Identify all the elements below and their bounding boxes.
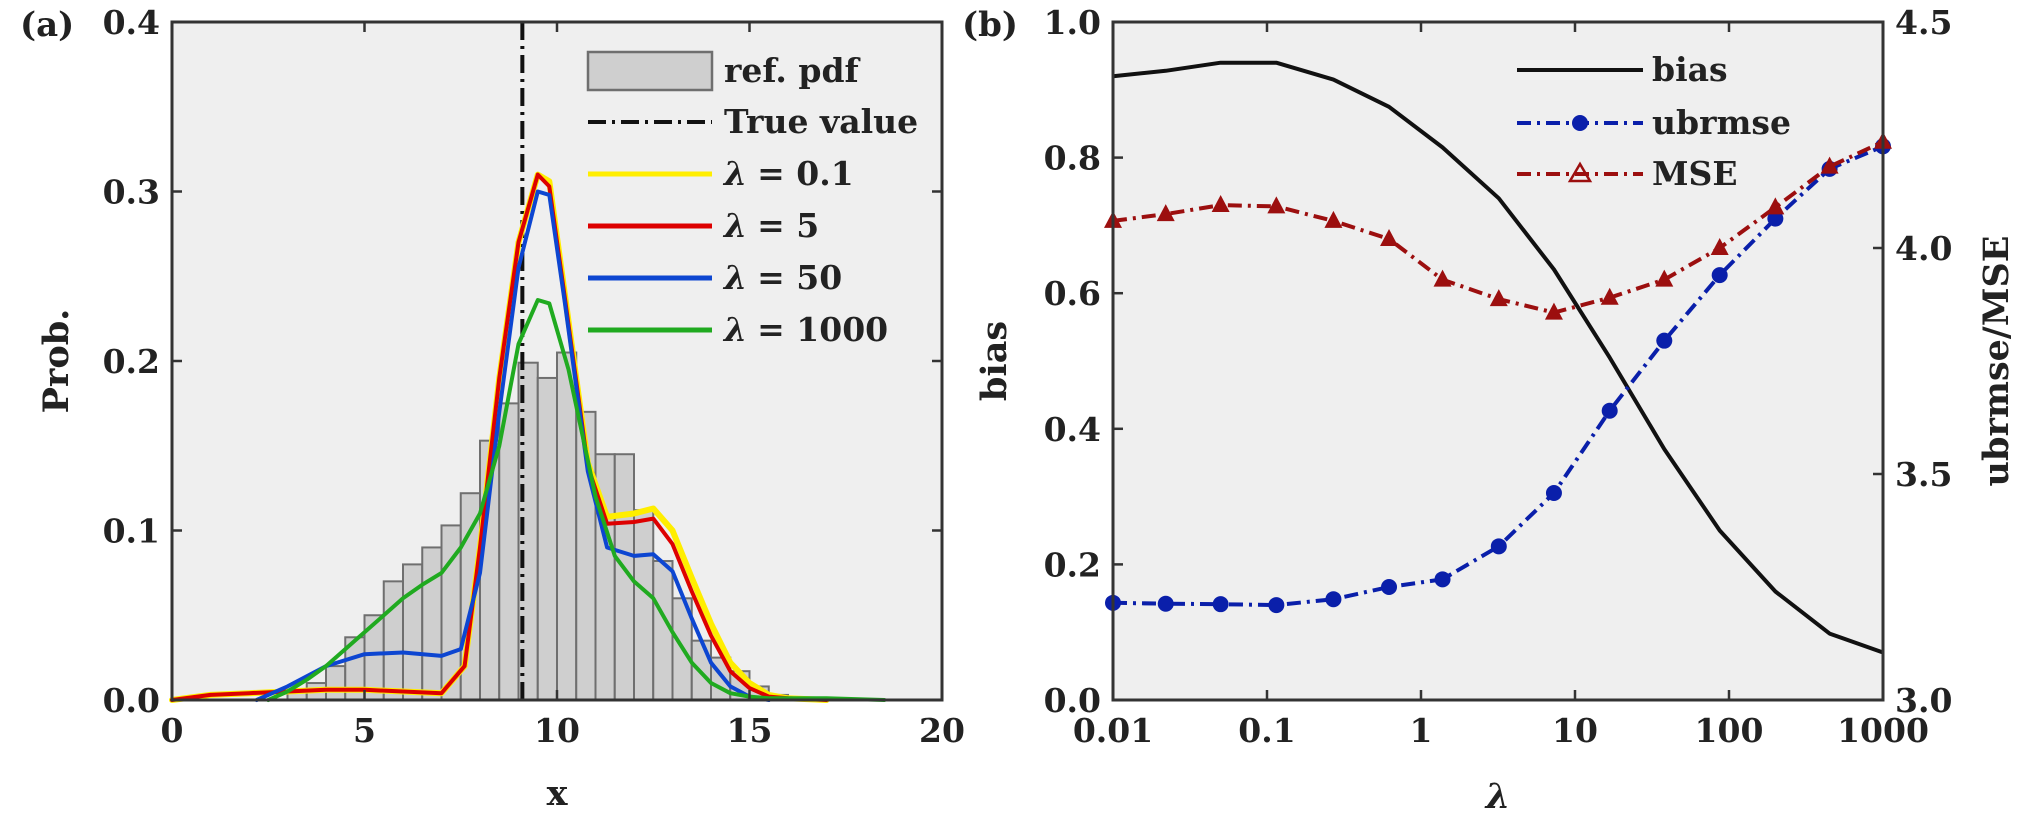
legend-label-ref-pdf: ref. pdf bbox=[724, 51, 861, 90]
marker-mse bbox=[1211, 195, 1230, 213]
legend-label-lambda-5: λ = 5 bbox=[722, 206, 819, 245]
panel-b-ylabel-left: bias bbox=[974, 321, 1015, 401]
marker-ubrmse bbox=[1601, 402, 1618, 419]
marker-ubrmse bbox=[1490, 538, 1507, 555]
y-tick-label: 0.2 bbox=[103, 342, 160, 381]
x-tick-label: 10 bbox=[1552, 711, 1598, 750]
marker-mse bbox=[1710, 238, 1729, 255]
panel-b-ylabel-right: ubrmse/MSE bbox=[1976, 236, 2017, 487]
panel-a-ticks: 0 5 10 15 20 0.0 0.1 0.2 0.3 0.4 bbox=[103, 3, 965, 750]
histogram-bar bbox=[556, 351, 578, 701]
marker-mse bbox=[1156, 204, 1175, 222]
marker-mse bbox=[1544, 302, 1563, 320]
y-left-tick-label: 0.4 bbox=[1044, 410, 1101, 449]
x-tick-label: 100 bbox=[1695, 711, 1764, 750]
legend-label-ubrmse: ubrmse bbox=[1652, 103, 1791, 142]
marker-ubrmse bbox=[1767, 210, 1784, 227]
legend-marker-ubrmse bbox=[1572, 115, 1588, 131]
series-line-5 bbox=[170, 172, 829, 702]
histogram-bar bbox=[325, 665, 347, 701]
y-left-tick-label: 0.6 bbox=[1044, 274, 1101, 313]
panel-a-label: (a) bbox=[20, 5, 74, 45]
legend-label-lambda-1000: λ = 1000 bbox=[722, 310, 888, 349]
series-line-bias bbox=[1112, 60, 1884, 655]
y-right-tick-label: 3.5 bbox=[1895, 455, 1952, 494]
marker-ubrmse bbox=[1545, 484, 1562, 501]
histogram-bar bbox=[536, 376, 558, 701]
panel-a-xlabel: x bbox=[547, 773, 569, 814]
marker-mse bbox=[1324, 210, 1343, 228]
marker-mse bbox=[1766, 197, 1785, 215]
x-tick-label: 0 bbox=[161, 711, 184, 750]
x-tick-label: 0.1 bbox=[1238, 711, 1295, 750]
marker-ubrmse bbox=[1434, 571, 1451, 588]
marker-mse bbox=[1655, 269, 1674, 287]
marker-ubrmse bbox=[1325, 591, 1342, 608]
y-right-tick-label: 3.0 bbox=[1895, 681, 1952, 720]
marker-ubrmse bbox=[1381, 579, 1398, 595]
series-line-ubrmse bbox=[1112, 144, 1884, 608]
histogram-bar bbox=[498, 402, 520, 701]
y-tick-label: 0.0 bbox=[103, 681, 160, 720]
marker-mse bbox=[1380, 228, 1399, 246]
marker-ubrmse bbox=[1212, 596, 1229, 613]
legend-label-true-value: True value bbox=[724, 102, 918, 141]
legend-label-mse: MSE bbox=[1652, 154, 1738, 193]
y-left-tick-label: 0.0 bbox=[1044, 681, 1101, 720]
marker-mse bbox=[1820, 156, 1839, 174]
panel-a-lines bbox=[169, 171, 887, 703]
panel-b-plot-area bbox=[1113, 22, 1883, 700]
y-left-tick-label: 0.2 bbox=[1044, 545, 1101, 584]
legend-label-bias: bias bbox=[1652, 50, 1728, 89]
panel-a-ylabel: Prob. bbox=[36, 309, 77, 414]
y-tick-label: 0.4 bbox=[103, 3, 160, 42]
panel-b-frame bbox=[1111, 20, 1885, 702]
legend-label-lambda-0-1: λ = 0.1 bbox=[722, 154, 854, 193]
marker-mse bbox=[1600, 287, 1619, 305]
marker-mse bbox=[1433, 269, 1452, 287]
legend-marker-mse bbox=[1567, 161, 1593, 183]
series-line-50 bbox=[254, 189, 771, 702]
marker-ubrmse bbox=[1268, 597, 1285, 614]
x-tick-label: 5 bbox=[353, 711, 376, 750]
marker-mse bbox=[1489, 289, 1508, 307]
x-tick-label: 20 bbox=[919, 711, 965, 750]
marker-mse bbox=[1267, 196, 1286, 214]
marker-ubrmse bbox=[1157, 595, 1174, 612]
x-tick-label: 10 bbox=[534, 711, 580, 750]
y-right-tick-label: 4.0 bbox=[1895, 229, 1952, 268]
y-left-tick-label: 0.8 bbox=[1044, 139, 1101, 178]
series-line-1000 bbox=[266, 298, 887, 702]
panel-a: 0 5 10 15 20 0.0 0.1 0.2 0.3 0.4 (a) x Prob. ref.… bbox=[20, 3, 965, 814]
legend-swatch-ref-pdf bbox=[586, 50, 714, 92]
marker-ubrmse bbox=[1711, 267, 1728, 284]
legend-label-lambda-50: λ = 50 bbox=[722, 258, 842, 297]
x-tick-label: 15 bbox=[727, 711, 773, 750]
x-tick-label: 1000 bbox=[1837, 711, 1929, 750]
panel-b: 0.01 0.1 1 10 100 1000 0.0 0.2 0.4 0.6 0.8 1.0 3.0 3.… bbox=[962, 3, 2017, 817]
panel-b-ticks: 0.01 0.1 1 10 100 1000 0.0 0.2 0.4 0.6 0.8 1.0 3.0 3.… bbox=[1044, 3, 1953, 750]
y-tick-label: 0.3 bbox=[103, 173, 160, 212]
histogram-bar bbox=[633, 509, 655, 701]
y-tick-label: 0.1 bbox=[103, 512, 160, 551]
x-tick-label: 1 bbox=[1410, 711, 1433, 750]
y-left-tick-label: 1.0 bbox=[1044, 3, 1101, 42]
marker-ubrmse bbox=[1656, 332, 1673, 349]
panel-a-legend: ref. pdf True value λ = 0.1 λ = 5 λ = 50 λ =… bbox=[586, 50, 918, 349]
histogram-bar bbox=[421, 546, 443, 702]
panel-b-legend: bias ubrmse MSE bbox=[1517, 50, 1791, 193]
x-tick-label: 0.01 bbox=[1073, 711, 1153, 750]
panel-b-xlabel: λ bbox=[1484, 776, 1511, 817]
y-right-tick-label: 4.5 bbox=[1895, 3, 1952, 42]
panel-b-label: (b) bbox=[962, 5, 1018, 45]
